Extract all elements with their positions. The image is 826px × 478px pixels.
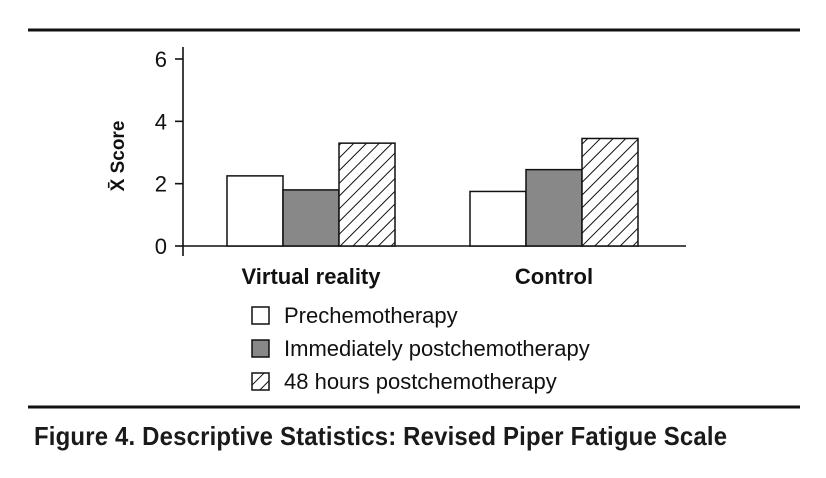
y-tick-label: 0 bbox=[155, 234, 167, 259]
bar-1-1 bbox=[525, 168, 583, 247]
y-tick-label: 6 bbox=[155, 47, 167, 72]
legend-label: Immediately postchemotherapy bbox=[284, 336, 590, 361]
bar-0-2 bbox=[338, 142, 396, 247]
bars bbox=[226, 137, 639, 247]
y-tick-label: 2 bbox=[155, 172, 167, 197]
y-axis-label: X̄ Score bbox=[108, 121, 129, 192]
legend-label: 48 hours postchemotherapy bbox=[284, 369, 557, 394]
category-label: Virtual reality bbox=[242, 264, 382, 289]
legend-label: Prechemotherapy bbox=[284, 303, 458, 328]
figure-caption: Figure 4. Descriptive Statistics: Revise… bbox=[34, 421, 728, 451]
y-tick-label: 4 bbox=[155, 109, 167, 134]
legend-swatch bbox=[251, 372, 270, 391]
category-labels: Virtual reality Control bbox=[242, 264, 594, 289]
bar-1-0 bbox=[469, 190, 527, 247]
legend: Prechemotherapy Immediately postchemother… bbox=[251, 303, 590, 394]
bar-0-1 bbox=[282, 189, 340, 247]
category-label: Control bbox=[515, 264, 593, 289]
legend-swatch bbox=[251, 339, 270, 358]
legend-swatch bbox=[251, 306, 270, 325]
bar-1-2 bbox=[581, 137, 639, 247]
bar-0-0 bbox=[226, 175, 284, 247]
